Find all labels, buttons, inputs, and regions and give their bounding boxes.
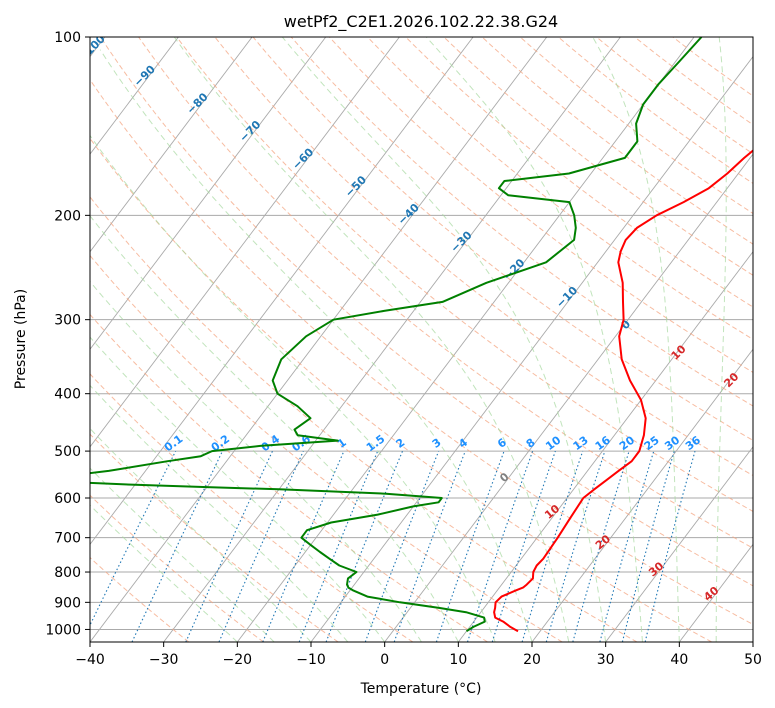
dry-adiabat-line [519,37,753,215]
x-axis: −40 −30 −20 −10 0 10 20 30 40 50 [75,642,762,668]
mixing-ratio-lines [90,450,696,642]
moist-adiabat-line [90,134,496,642]
moist-adiabat-line [173,37,570,642]
isotherm-line [605,446,753,642]
temperature-profile [493,149,753,633]
y-axis: 100 200 300 400 500 600 700 800 900 1000 [45,30,90,638]
mixing-ratio-line [435,450,505,642]
y-tick-label: 600 [54,491,81,507]
moist-adiabat-line [281,37,607,642]
mixing-ratio-line [90,450,177,627]
mixing-ratio-line [298,450,379,642]
mixing-ratio-line [644,450,696,642]
y-tick-label: 500 [54,444,81,460]
sounding-profiles [90,37,753,633]
mixing-ratio-line [325,450,404,642]
moist-adiabat-line [90,214,459,642]
dewpoint-profile [90,37,703,633]
dry-adiabat-line [367,37,753,340]
dry-adiabat-line [329,37,753,373]
dry-adiabat-line [90,494,264,642]
mixing-ratio-line [545,450,606,642]
mixing-ratio-line [521,450,584,642]
moist-adiabats [90,37,753,642]
isotherm-line [90,37,327,351]
moist-adiabat-line [90,336,386,642]
x-tick-label: −10 [296,652,326,668]
x-tick-label: 40 [670,652,688,668]
moist-adiabat-line [90,280,422,642]
y-tick-label: 700 [54,531,81,547]
moist-adiabat-line [592,37,680,642]
dry-adiabat-line [443,37,753,276]
isotherm-line [90,37,253,253]
dry-adiabat-line [138,37,753,549]
y-tick-label: 400 [54,387,81,403]
y-tick-label: 900 [54,595,81,611]
mixing-ratio-line [393,450,466,642]
isotherm-line [531,348,753,642]
isotherm-grid [90,37,753,642]
x-tick-label: 10 [449,652,467,668]
dry-adiabat-line [290,37,753,407]
x-tick-label: 50 [744,652,762,668]
mixing-ratio-line [364,450,440,642]
isotherm-line [163,37,621,642]
dry-adiabat-line [90,313,488,642]
dry-adiabat-line [176,37,753,512]
dry-adiabat-line [90,78,753,626]
moist-adiabat-line [90,427,312,642]
x-tick-label: 0 [380,652,389,668]
y-tick-label: 1000 [45,622,81,638]
x-tick-label: −20 [223,652,253,668]
moist-adiabat-line [425,37,643,642]
x-tick-label: −40 [75,652,105,668]
mixing-ratio-line [572,450,630,642]
isotherm-line [90,37,548,642]
dry-adiabats [90,37,753,642]
y-tick-label: 300 [54,313,81,329]
dry-adiabat-line [405,37,753,308]
isotherm-line [236,37,695,642]
mixing-ratio-line [621,450,675,642]
isotherm-line [90,37,400,448]
dry-adiabat-line [99,37,753,587]
y-tick-label: 200 [54,208,81,224]
moist-adiabat-line [99,49,533,642]
chart-title: wetPf2_C2E1.2026.102.22.38.G24 [284,12,558,32]
isotherm-line [90,37,474,546]
mixing-ratio-line [466,450,534,642]
dry-adiabat-line [90,196,638,642]
y-tick-label: 800 [54,565,81,581]
mixing-ratio-line [599,450,655,642]
y-axis-label: Pressure (hPa) [13,289,29,389]
x-tick-label: 30 [597,652,615,668]
x-tick-label: −30 [149,652,179,668]
plot-frame [89,36,754,643]
dry-adiabat-line [214,37,753,477]
mixing-ratio-line [262,450,345,642]
dry-adiabat-line [90,137,712,642]
moist-adiabat-line [90,504,238,642]
y-tick-label: 100 [54,30,81,46]
isotherm-line [384,153,753,642]
dry-adiabat-line [596,37,753,155]
isotherm-line [457,250,753,642]
moist-adiabat-line [715,37,727,642]
mixing-ratio-line [491,450,556,642]
isotherm-line [90,37,179,155]
x-tick-label: 20 [523,652,541,668]
dry-adiabat-line [90,254,563,642]
moist-adiabat-line [90,384,349,642]
x-axis-label: Temperature (°C) [360,681,482,697]
mixing-ratio-line [218,450,304,642]
